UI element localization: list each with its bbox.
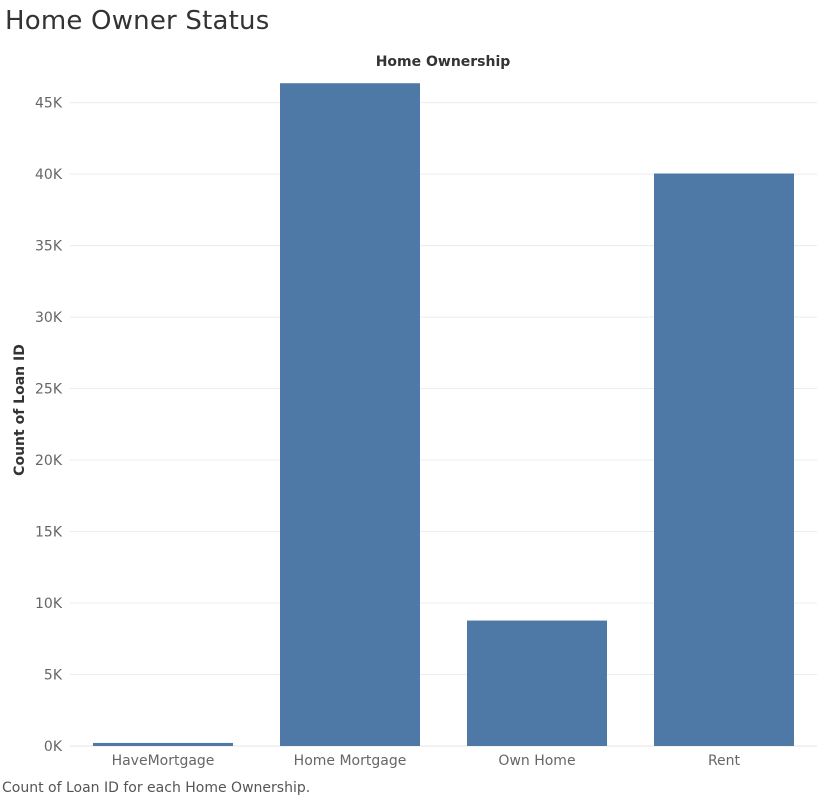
bar-own-home[interactable] <box>467 620 607 746</box>
y-tick-label: 20K <box>35 453 63 469</box>
y-axis-label: Count of Loan ID <box>12 344 28 476</box>
bar-home-mortgage[interactable] <box>280 83 420 746</box>
x-tick-label: Own Home <box>498 753 575 769</box>
x-tick-label: Home Mortgage <box>294 753 407 769</box>
y-tick-label: 25K <box>35 382 63 398</box>
y-tick-label: 0K <box>44 739 63 755</box>
y-tick-label: 5K <box>44 668 63 684</box>
x-tick-label: Rent <box>708 753 741 769</box>
chart-title: Home Ownership <box>376 54 511 70</box>
y-tick-label: 30K <box>35 310 63 326</box>
chart-caption: Count of Loan ID for each Home Ownership… <box>2 780 311 796</box>
bar-havemortgage[interactable] <box>93 742 233 746</box>
x-axis-ticks: HaveMortgage Home Mortgage Own Home Rent <box>112 753 741 769</box>
y-tick-label: 35K <box>35 239 63 255</box>
y-tick-label: 45K <box>35 96 63 112</box>
y-axis-ticks: 0K 5K 10K 15K 20K 25K 30K 35K 40K 45K <box>35 96 63 755</box>
bar-rent[interactable] <box>654 173 794 747</box>
y-tick-label: 40K <box>35 167 63 183</box>
y-tick-label: 10K <box>35 596 63 612</box>
page-title: Home Owner Status <box>5 6 270 36</box>
bars <box>93 83 794 747</box>
x-tick-label: HaveMortgage <box>112 753 215 769</box>
y-tick-label: 15K <box>35 525 63 541</box>
